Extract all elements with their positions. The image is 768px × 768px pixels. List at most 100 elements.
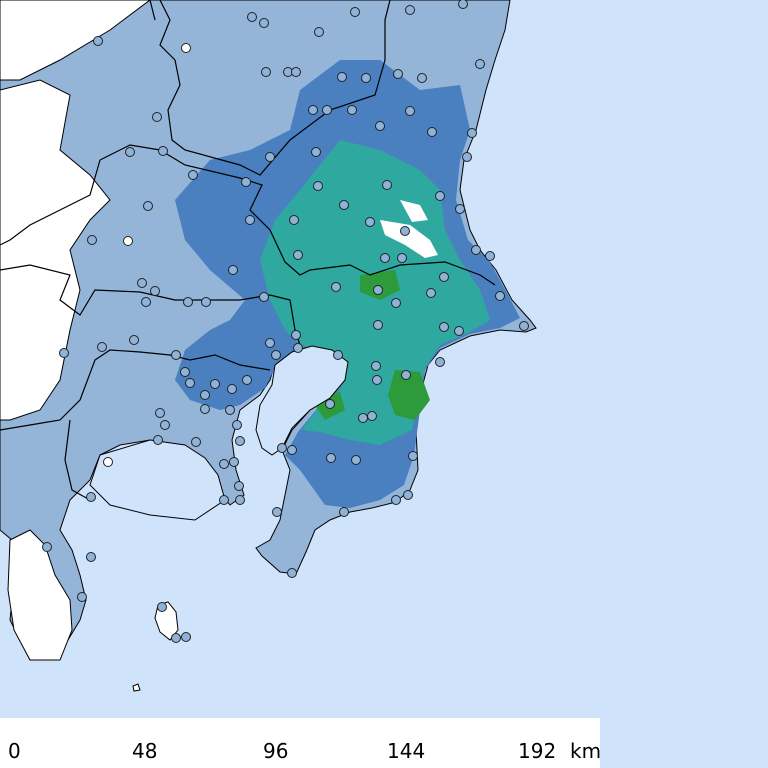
station-marker (93, 36, 103, 46)
station-marker (405, 5, 415, 15)
station-marker (339, 200, 349, 210)
scale-bar-panel (0, 718, 600, 768)
station-marker (322, 105, 332, 115)
station-marker (42, 542, 52, 552)
station-marker (77, 592, 87, 602)
station-marker (454, 326, 464, 336)
station-marker (401, 370, 411, 380)
station-marker (417, 73, 427, 83)
station-marker (242, 375, 252, 385)
station-marker (313, 181, 323, 191)
station-marker (158, 146, 168, 156)
station-markers (42, 0, 529, 643)
station-marker (331, 282, 341, 292)
station-marker (291, 67, 301, 77)
station-marker (265, 338, 275, 348)
station-marker (462, 152, 472, 162)
station-marker (361, 73, 371, 83)
station-marker (287, 445, 297, 455)
scale-tick-0: 0 (8, 739, 21, 763)
station-marker (160, 420, 170, 430)
station-marker (277, 443, 287, 453)
station-marker (143, 201, 153, 211)
station-marker (519, 321, 529, 331)
station-marker (261, 67, 271, 77)
tokyo-bay (255, 345, 349, 456)
scale-tick-144: 144 (387, 739, 426, 763)
station-marker (427, 127, 437, 137)
station-marker (129, 335, 139, 345)
station-marker (157, 602, 167, 612)
station-marker (471, 245, 481, 255)
station-marker (325, 399, 335, 409)
station-marker (314, 27, 324, 37)
prefecture-boundaries (0, 0, 496, 501)
station-marker (311, 147, 321, 157)
station-marker (337, 72, 347, 82)
station-marker (380, 253, 390, 263)
station-marker (495, 291, 505, 301)
station-marker (439, 322, 449, 332)
station-marker (435, 357, 445, 367)
station-marker (347, 105, 357, 115)
station-marker (350, 7, 360, 17)
station-marker (259, 292, 269, 302)
station-marker (155, 408, 165, 418)
station-marker (153, 435, 163, 445)
station-marker (235, 495, 245, 505)
station-marker (200, 390, 210, 400)
station-marker (287, 568, 297, 578)
intensity-region-class-4-2 (360, 270, 400, 300)
station-marker (103, 457, 113, 467)
station-marker (234, 481, 244, 491)
station-marker (455, 204, 465, 214)
scale-unit: km (570, 739, 602, 763)
station-marker (333, 350, 343, 360)
station-marker (141, 297, 151, 307)
station-marker (247, 12, 257, 22)
station-marker (185, 378, 195, 388)
station-marker (265, 152, 275, 162)
station-marker (475, 59, 485, 69)
station-marker (293, 250, 303, 260)
station-marker (150, 286, 160, 296)
lake (380, 220, 438, 258)
station-marker (391, 298, 401, 308)
station-marker (375, 121, 385, 131)
station-marker (326, 453, 336, 463)
scale-tick-48: 48 (132, 739, 158, 763)
station-marker (405, 106, 415, 116)
land-outside-west (0, 0, 151, 81)
station-marker (97, 342, 107, 352)
station-marker (291, 330, 301, 340)
station-marker (123, 236, 133, 246)
station-marker (393, 69, 403, 79)
land-outside-izu (7, 529, 73, 661)
station-marker (397, 253, 407, 263)
station-marker (171, 633, 181, 643)
station-marker (225, 405, 235, 415)
station-marker (181, 43, 191, 53)
station-marker (87, 235, 97, 245)
station-marker (371, 361, 381, 371)
station-marker (391, 495, 401, 505)
station-marker (403, 490, 413, 500)
station-marker (235, 436, 245, 446)
station-marker (125, 147, 135, 157)
station-marker (373, 285, 383, 295)
station-marker (259, 18, 269, 28)
station-marker (59, 348, 69, 358)
station-marker (201, 297, 211, 307)
station-marker (485, 251, 495, 261)
islet (132, 683, 141, 692)
station-marker (171, 350, 181, 360)
station-marker (232, 420, 242, 430)
station-marker (137, 278, 147, 288)
station-marker (373, 320, 383, 330)
station-marker (351, 455, 361, 465)
land-outside-west-2 (0, 79, 111, 421)
scale-tick-192: 192 (518, 739, 557, 763)
station-marker (293, 343, 303, 353)
station-marker (367, 411, 377, 421)
